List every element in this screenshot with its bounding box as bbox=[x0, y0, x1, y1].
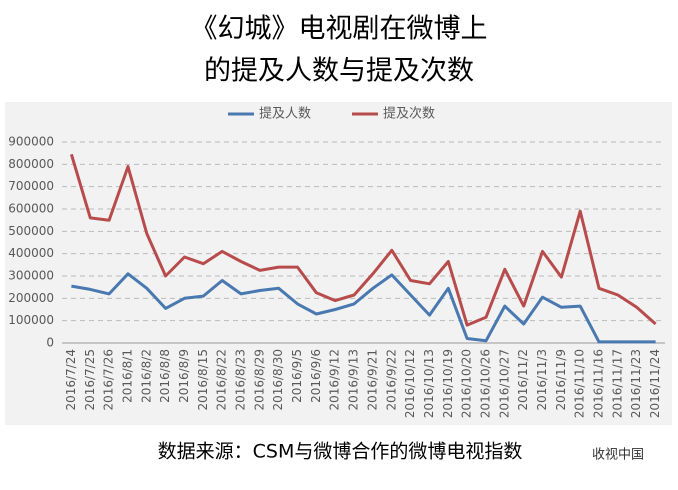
source-note: 数据来源：CSM与微博合作的微博电视指数 bbox=[158, 441, 523, 463]
y-tick-label: 700000 bbox=[8, 179, 54, 193]
x-tick-label: 2016/10/19 bbox=[441, 349, 455, 418]
x-tick-label: 2016/9/5 bbox=[290, 349, 304, 403]
chart-title: 的提及人数与提及次数 bbox=[204, 56, 474, 87]
y-tick-label: 600000 bbox=[8, 202, 54, 216]
chart-title: 《幻城》电视剧在微博上 bbox=[191, 14, 488, 45]
x-tick-label: 2016/8/2 bbox=[139, 349, 153, 403]
x-tick-label: 2016/11/24 bbox=[648, 349, 662, 418]
series-line bbox=[71, 272, 656, 344]
x-tick-label: 2016/10/26 bbox=[478, 349, 492, 418]
y-tick-label: 800000 bbox=[8, 157, 54, 171]
x-tick-label: 2016/11/16 bbox=[592, 349, 606, 418]
x-tick-label: 2016/9/22 bbox=[384, 349, 398, 411]
y-tick-label: 900000 bbox=[8, 135, 54, 149]
legend-label: 提及人数 bbox=[259, 106, 311, 122]
y-tick-label: 500000 bbox=[8, 224, 54, 238]
x-tick-label: 2016/8/1 bbox=[120, 349, 134, 403]
legend-label: 提及次数 bbox=[383, 106, 435, 122]
x-tick-label: 2016/7/25 bbox=[83, 349, 97, 411]
x-tick-label: 2016/9/13 bbox=[347, 349, 361, 411]
x-tick-label: 2016/10/13 bbox=[422, 349, 436, 418]
x-tick-label: 2016/11/2 bbox=[516, 349, 530, 411]
x-tick-label: 2016/9/12 bbox=[328, 349, 342, 411]
watermark: 收视中国 bbox=[592, 448, 644, 463]
y-tick-label: 400000 bbox=[8, 246, 54, 260]
x-tick-label: 2016/8/23 bbox=[234, 349, 248, 411]
y-tick-label: 300000 bbox=[8, 269, 54, 283]
y-tick-label: 0 bbox=[46, 336, 54, 350]
x-tick-label: 2016/9/6 bbox=[309, 349, 323, 403]
x-tick-label: 2016/11/10 bbox=[573, 349, 587, 418]
x-tick-label: 2016/8/9 bbox=[177, 349, 191, 403]
x-tick-label: 2016/11/23 bbox=[629, 349, 643, 418]
x-tick-label: 2016/8/30 bbox=[271, 349, 285, 411]
x-tick-label: 2016/8/15 bbox=[196, 349, 210, 411]
chart-panel bbox=[5, 102, 672, 425]
x-tick-label: 2016/10/20 bbox=[460, 349, 474, 418]
x-tick-label: 2016/8/22 bbox=[215, 349, 229, 411]
y-tick-label: 100000 bbox=[8, 313, 54, 327]
x-tick-label: 2016/9/21 bbox=[365, 349, 379, 411]
x-tick-label: 2016/11/17 bbox=[610, 349, 624, 418]
x-tick-label: 2016/8/8 bbox=[158, 349, 172, 403]
series-line bbox=[69, 153, 657, 327]
x-tick-label: 2016/11/9 bbox=[554, 349, 568, 411]
x-tick-label: 2016/8/29 bbox=[252, 349, 266, 411]
x-tick-label: 2016/10/12 bbox=[403, 349, 417, 418]
y-tick-label: 200000 bbox=[8, 291, 54, 305]
x-tick-label: 2016/10/27 bbox=[497, 349, 511, 418]
x-tick-label: 2016/11/3 bbox=[535, 349, 549, 411]
x-tick-label: 2016/7/24 bbox=[64, 349, 78, 411]
x-tick-label: 2016/7/26 bbox=[102, 349, 116, 411]
